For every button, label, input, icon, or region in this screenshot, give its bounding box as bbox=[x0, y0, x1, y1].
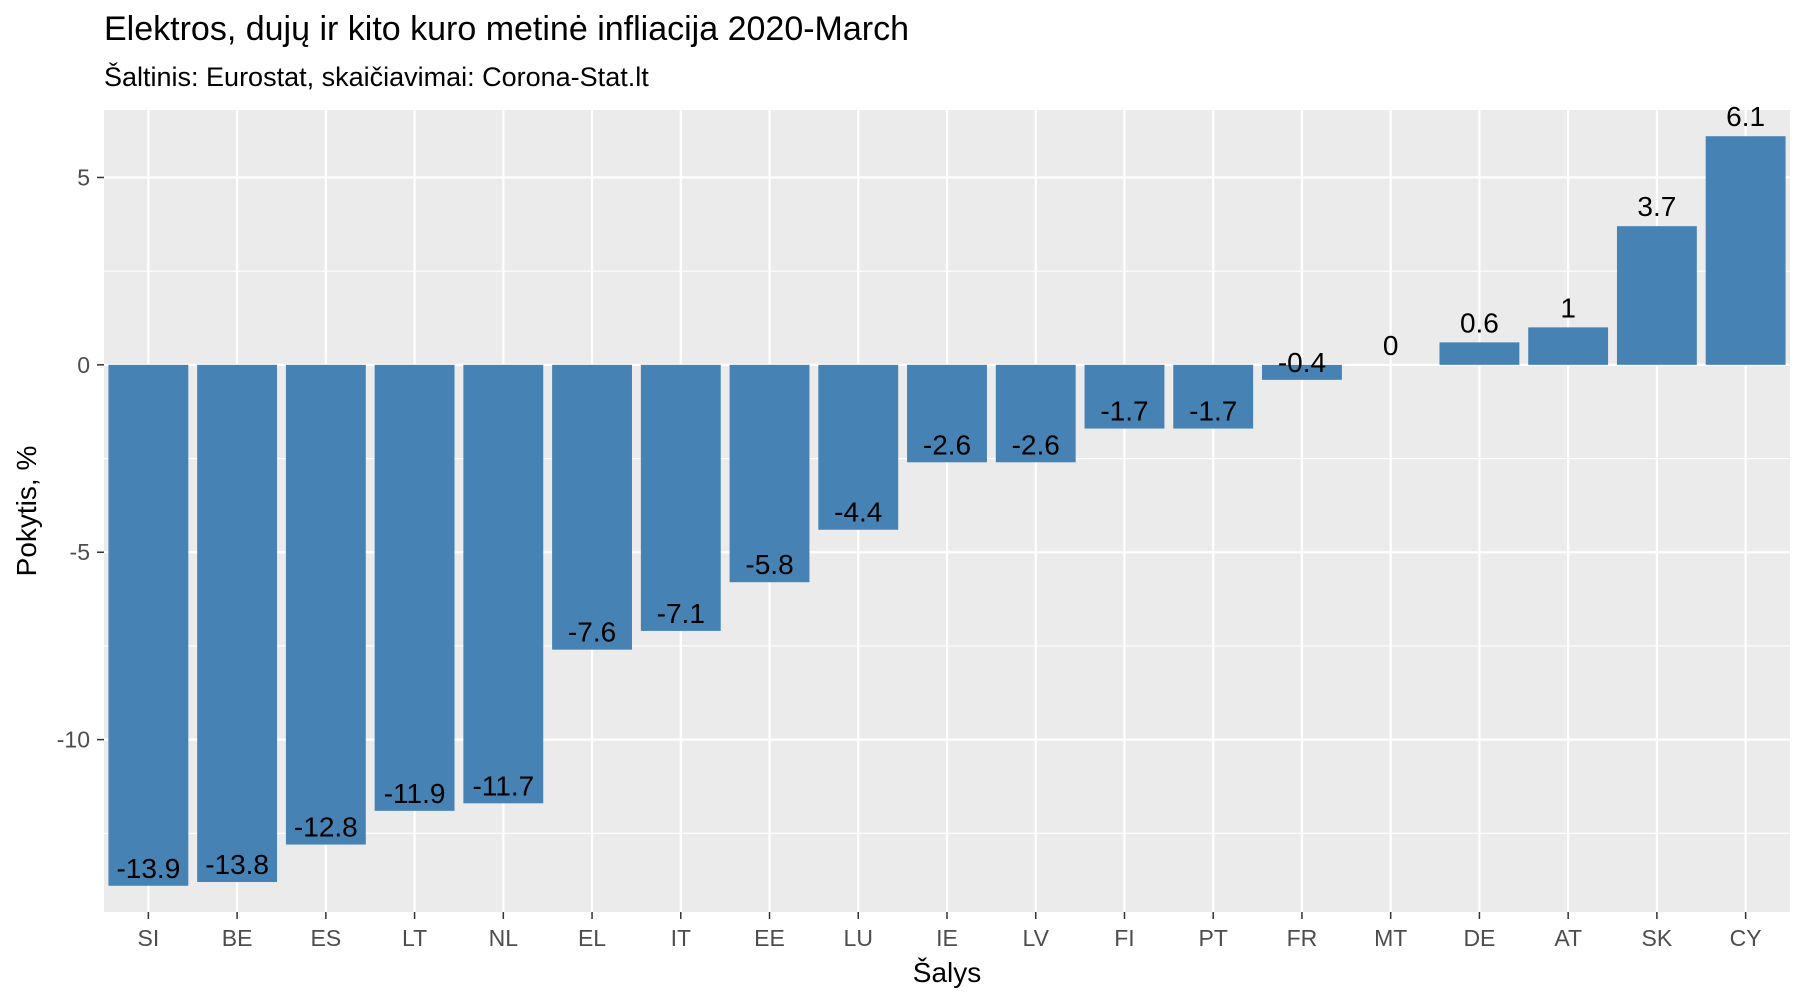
bar-fr bbox=[1262, 364, 1342, 380]
bar-cy bbox=[1705, 136, 1786, 365]
x-tick-label-it: IT bbox=[671, 925, 691, 951]
y-axis: 5 0 -5 -10 bbox=[57, 164, 104, 753]
bar-at bbox=[1528, 327, 1609, 365]
bar-value-label-de: 0.6 bbox=[1460, 307, 1499, 338]
bar-be bbox=[197, 364, 278, 883]
bar-de bbox=[1439, 342, 1520, 365]
x-tick-label-si: SI bbox=[138, 925, 160, 951]
x-tick-label-lv: LV bbox=[1023, 925, 1050, 951]
bar-labels: -13.9 -13.8 -12.8 -11.9 -11.7 -7.6 -7.1 -5.8 -4.… bbox=[116, 101, 1765, 884]
x-tick-label-fr: FR bbox=[1287, 925, 1318, 951]
x-tick-label-ie: IE bbox=[936, 925, 958, 951]
bar-value-label-pt: -1.7 bbox=[1189, 396, 1237, 427]
bar-ie bbox=[907, 364, 987, 463]
bar-value-label-nl: -11.7 bbox=[472, 770, 534, 801]
x-tick-label-mt: MT bbox=[1374, 925, 1407, 951]
y-tick-label: -5 bbox=[70, 539, 90, 565]
x-axis-title: Šalys bbox=[913, 957, 981, 988]
x-tick-label-fi: FI bbox=[1114, 925, 1134, 951]
bar-nl bbox=[463, 364, 544, 804]
y-axis-title: Pokytis, % bbox=[11, 446, 42, 577]
bar-si bbox=[108, 364, 189, 886]
bar-ee bbox=[729, 364, 810, 583]
bar-sk bbox=[1616, 226, 1697, 365]
bar-value-label-lv: -2.6 bbox=[1012, 429, 1060, 460]
bar-value-label-be: -13.8 bbox=[205, 849, 269, 880]
bar-value-label-lt: -11.9 bbox=[384, 778, 446, 809]
chart-title: Elektros, dujų ir kito kuro metinė infli… bbox=[104, 10, 909, 48]
y-tick-label: -10 bbox=[57, 727, 90, 753]
x-tick-label-de: DE bbox=[1463, 925, 1495, 951]
bar-value-label-si: -13.9 bbox=[116, 853, 180, 884]
bar-value-label-ee: -5.8 bbox=[745, 549, 793, 580]
bar-lv bbox=[995, 364, 1076, 463]
x-tick-label-el: EL bbox=[578, 925, 606, 951]
bar-el bbox=[552, 364, 632, 650]
bar-pt bbox=[1173, 364, 1254, 429]
y-tick-label: 0 bbox=[77, 352, 90, 378]
bar-value-label-fr: -0.4 bbox=[1278, 347, 1326, 378]
x-tick-label-ee: EE bbox=[754, 925, 785, 951]
bar-lt bbox=[374, 364, 455, 811]
bar-lu bbox=[818, 364, 899, 530]
bar-fi bbox=[1084, 364, 1165, 429]
bar-value-label-es: -12.8 bbox=[294, 812, 358, 843]
x-tick-label-lt: LT bbox=[402, 925, 427, 951]
bar-value-label-el: -7.6 bbox=[568, 617, 616, 648]
x-axis: SI BE ES LT NL EL IT EE LU IE LV FI PT FR MT DE AT SK CY bbox=[138, 912, 1762, 951]
y-tick-label: 5 bbox=[77, 164, 90, 190]
x-tick-label-at: AT bbox=[1554, 925, 1582, 951]
bar-value-label-at: 1 bbox=[1560, 292, 1576, 323]
x-tick-label-pt: PT bbox=[1199, 925, 1228, 951]
bar-value-label-sk: 3.7 bbox=[1637, 191, 1676, 222]
chart-subtitle: Šaltinis: Eurostat, skaičiavimai: Corona… bbox=[104, 61, 649, 92]
x-tick-label-cy: CY bbox=[1730, 925, 1762, 951]
bar-value-label-fi: -1.7 bbox=[1100, 396, 1148, 427]
x-tick-label-es: ES bbox=[310, 925, 341, 951]
bar-es bbox=[285, 364, 366, 845]
x-tick-label-nl: NL bbox=[489, 925, 519, 951]
x-tick-label-lu: LU bbox=[844, 925, 873, 951]
bar-value-label-cy: 6.1 bbox=[1726, 101, 1765, 132]
bar-value-label-it: -7.1 bbox=[657, 598, 705, 629]
x-tick-label-sk: SK bbox=[1642, 925, 1673, 951]
bar-it bbox=[640, 364, 721, 631]
bar-value-label-ie: -2.6 bbox=[923, 429, 971, 460]
bar-value-label-mt: 0 bbox=[1383, 330, 1399, 361]
bar-value-label-lu: -4.4 bbox=[834, 497, 882, 528]
x-tick-label-be: BE bbox=[222, 925, 253, 951]
bars bbox=[108, 136, 1786, 886]
